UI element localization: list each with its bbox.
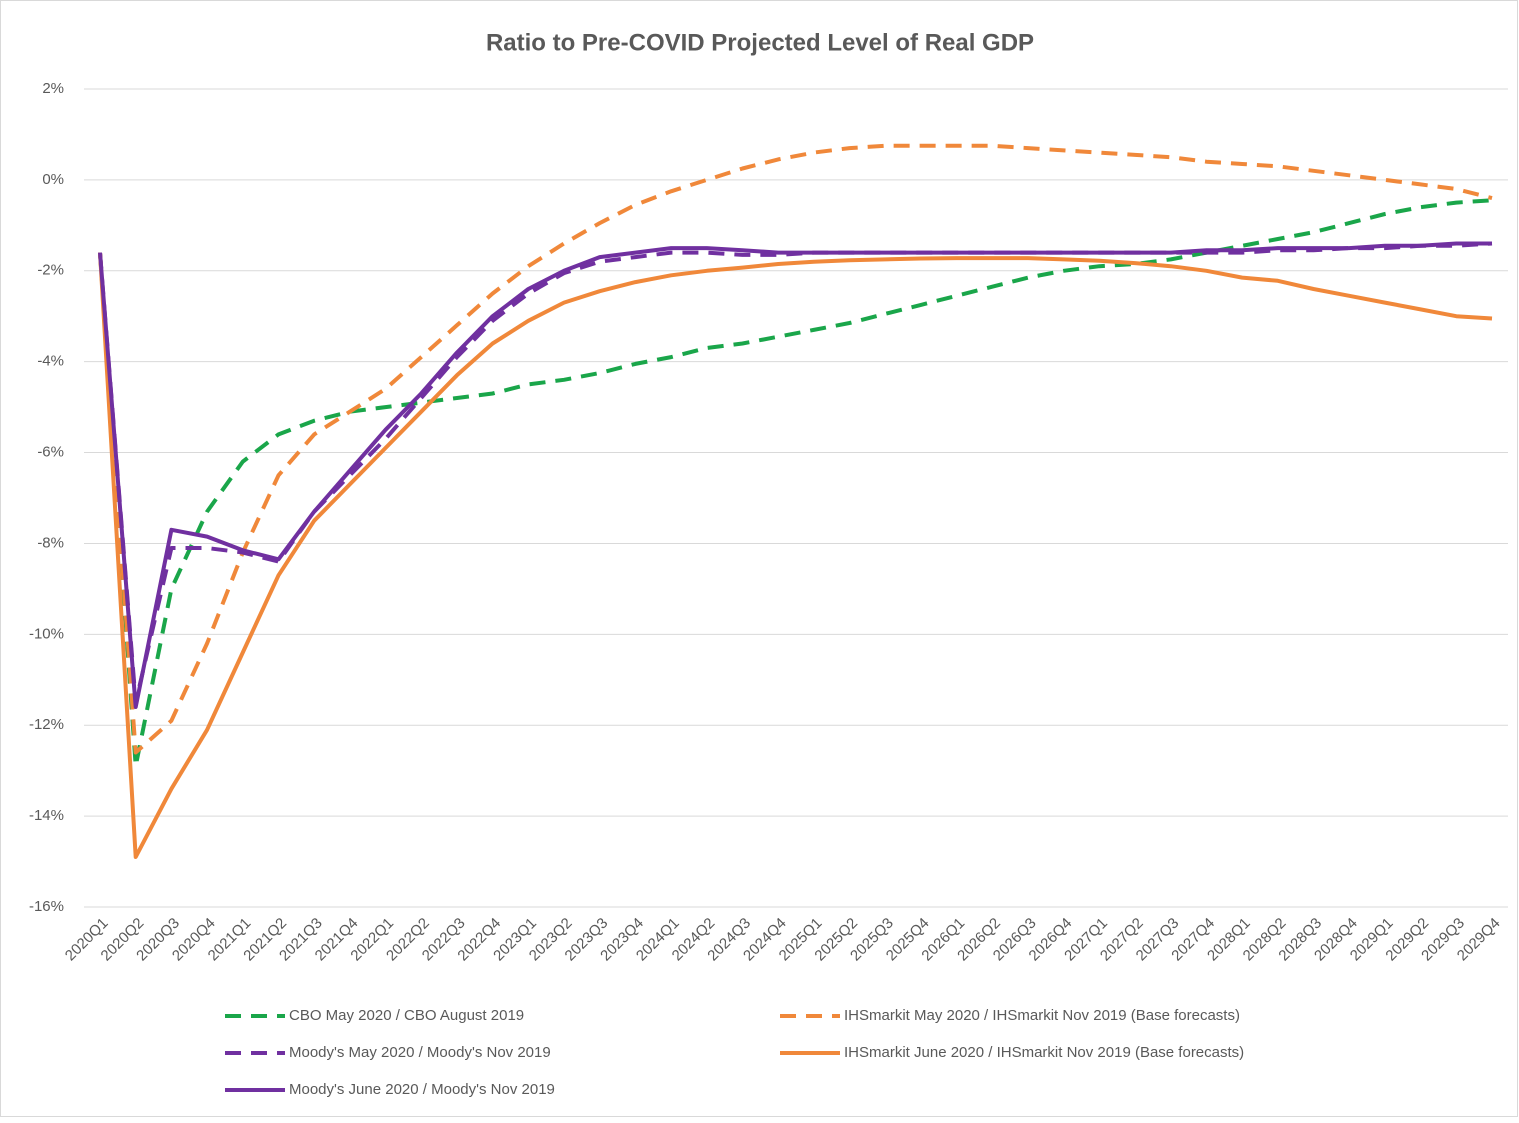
- legend-label: Moody's June 2020 / Moody's Nov 2019: [289, 1081, 555, 1098]
- y-tick-label: -2%: [37, 262, 64, 279]
- y-tick-label: -4%: [37, 353, 64, 370]
- y-tick-label: -14%: [29, 807, 64, 824]
- series-line: [98, 198, 1493, 769]
- series-line: [98, 143, 1493, 755]
- legend-label: IHSmarkit May 2020 / IHSmarkit Nov 2019 …: [844, 1007, 1240, 1024]
- y-tick-label: -16%: [29, 898, 64, 915]
- legend-label: Moody's May 2020 / Moody's Nov 2019: [289, 1044, 551, 1061]
- y-tick-label: -10%: [29, 625, 64, 642]
- y-tick-label: -12%: [29, 716, 64, 733]
- y-tick-label: 2%: [42, 80, 64, 97]
- legend-label: CBO May 2020 / CBO August 2019: [289, 1007, 524, 1024]
- series-line: [98, 241, 1492, 709]
- legend-label: IHSmarkit June 2020 / IHSmarkit Nov 2019…: [844, 1044, 1244, 1061]
- y-tick-label: -6%: [37, 444, 64, 461]
- chart-title: Ratio to Pre-COVID Projected Level of Re…: [486, 29, 1034, 56]
- y-tick-label: 0%: [42, 171, 64, 188]
- series-line: [98, 252, 1493, 859]
- y-tick-label: -8%: [37, 534, 64, 551]
